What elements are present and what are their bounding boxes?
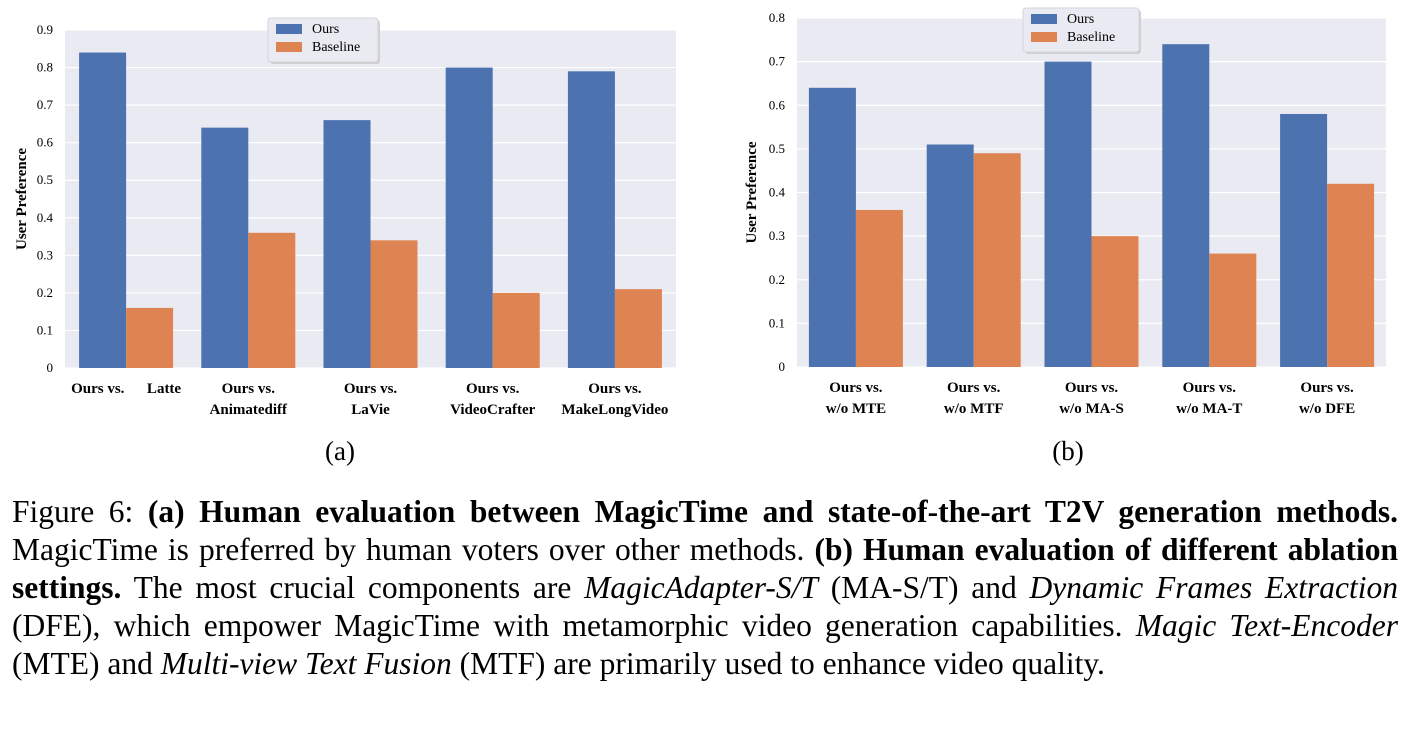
caption-a-title: (a) Human evaluation between MagicTime a… (147, 494, 1398, 529)
chart-a-legend-swatch-ours (276, 24, 302, 34)
chart-b-ytick-label: 0.2 (769, 272, 785, 287)
chart-b-bar-baseline-2 (1091, 236, 1139, 367)
chart-b-xtick-label-0: Ours vs. (829, 380, 883, 396)
chart-a-legend: Ours Baseline (267, 17, 380, 64)
caption-abbr-dfe: (DFE), which empower MagicTime with meta… (12, 608, 1123, 643)
chart-a-bar-baseline-2 (370, 240, 418, 368)
chart-a-xtick-label-1: Ours vs. (222, 381, 276, 397)
chart-b-bar-baseline-1 (973, 153, 1021, 367)
chart-a-bar-ours-2 (323, 120, 371, 368)
caption-figure-label: Figure 6: (12, 494, 134, 529)
chart-a-ytick-label: 0.7 (37, 97, 54, 112)
chart-a-ytick-label: 0.6 (37, 135, 54, 150)
panel-label-a: (a) (325, 436, 355, 466)
caption-abbr-mast: (MA-S/T) and (830, 570, 1017, 605)
chart-b-ytick-label: 0.1 (769, 315, 785, 330)
chart-a-ytick-label: 0.5 (37, 172, 53, 187)
chart-b-legend-label-ours: Ours (1067, 12, 1094, 27)
chart-a-bar-baseline-0 (126, 307, 174, 368)
chart-b-xtick-label-2: Ours vs. (1065, 380, 1119, 396)
chart-b-bar-ours-0 (808, 87, 856, 368)
chart-b-xtick-label-0: w/o MTE (826, 401, 886, 417)
caption-b-title: (b) Human evaluation of different ablati… (12, 532, 1399, 605)
chart-b-legend-swatch-baseline (1031, 32, 1057, 42)
chart-b-legend-label-baseline: Baseline (1067, 30, 1115, 45)
chart-b-ytick-label: 0.6 (769, 97, 786, 112)
chart-b-xtick-label-3: Ours vs. (1183, 380, 1237, 396)
chart-b-xtick-label-3: w/o MA-T (1176, 401, 1242, 417)
chart-a-xtick-label-3: Ours vs. (466, 381, 520, 397)
chart-b-bar-baseline-4 (1327, 183, 1375, 367)
chart-a-ylabel: User Preference (14, 148, 30, 250)
caption-term-dfe: Dynamic Frames Extraction (1029, 570, 1398, 605)
chart-a-xtick-label-3: VideoCrafter (450, 402, 536, 418)
chart-b-ytick-label: 0 (779, 359, 786, 374)
chart-a-svg: 0 0.1 0.2 0.3 0.4 0.5 0.6 0.7 0.8 0.9 User Prefere… (14, 17, 676, 418)
chart-b-bar-ours-3 (1162, 44, 1210, 368)
caption-term-mte: Magic Text-Encoder (1135, 608, 1398, 643)
chart-b-ytick-label: 0.7 (769, 54, 786, 69)
chart-a-ytick-label: 0.8 (37, 60, 53, 75)
caption-a-text: MagicTime is preferred by human voters o… (12, 532, 805, 567)
chart-a-ytick-label: 0.4 (37, 210, 54, 225)
chart-a-bar-baseline-4 (614, 289, 662, 368)
caption-abbr-mtf: (MTF) are primarily used to enhance vide… (459, 646, 1105, 681)
chart-a-xtick-label-4: Ours vs. (588, 381, 642, 397)
caption-term-mtf: Multi-view Text Fusion (160, 646, 452, 681)
chart-a-bar-ours-0 (79, 52, 127, 369)
chart-b-xtick-label-1: w/o MTF (944, 401, 1004, 417)
chart-a: 0 0.1 0.2 0.3 0.4 0.5 0.6 0.7 0.8 0.9 User Prefere… (0, 0, 700, 430)
chart-a-ytick-label: 0.3 (37, 247, 53, 262)
chart-b-ytick-label: 0.3 (769, 228, 785, 243)
chart-a-xtick-label-2: LaVie (351, 402, 390, 418)
chart-b-xtick-label-2: w/o MA-S (1059, 401, 1124, 417)
panel-label-b: (b) (1052, 436, 1084, 466)
chart-a-ytick-label: 0.2 (37, 285, 53, 300)
chart-b-xtick-label-4: Ours vs. (1300, 380, 1354, 396)
caption-term-mast: MagicAdapter-S/T (584, 570, 818, 605)
chart-a-bar-ours-1 (201, 127, 249, 369)
chart-b-bar-ours-1 (926, 144, 974, 367)
chart-b-ytick-label: 0.8 (769, 10, 785, 25)
chart-b-xtick-label-4: w/o DFE (1299, 401, 1355, 417)
chart-b-ylabel: User Preference (744, 141, 760, 243)
chart-a-ytick-label: 0.1 (37, 322, 53, 337)
chart-a-legend-swatch-baseline (276, 42, 302, 52)
chart-b-legend: Ours Baseline (1022, 7, 1141, 54)
chart-b-bar-baseline-3 (1209, 253, 1257, 367)
chart-b-bar-ours-4 (1280, 113, 1328, 367)
chart-b-ytick-label: 0.4 (769, 185, 786, 200)
chart-a-bar-baseline-1 (248, 232, 296, 368)
chart-b-xtick-label-1: Ours vs. (947, 380, 1001, 396)
figure-caption: Figure 6: (a) Human evaluation between M… (12, 493, 1398, 683)
chart-a-ytick-label: 0 (47, 360, 54, 375)
chart-a-xtick-label-0: Ours vs. Latte (71, 381, 181, 397)
caption-b-text: The most crucial components are (133, 570, 572, 605)
chart-a-ytick-label: 0.9 (37, 22, 53, 37)
chart-a-legend-label-baseline: Baseline (312, 40, 360, 55)
chart-a-xtick-label-2: Ours vs. (344, 381, 398, 397)
chart-a-legend-label-ours: Ours (312, 22, 339, 37)
chart-b-legend-swatch-ours (1031, 14, 1057, 24)
chart-b-bar-baseline-0 (855, 209, 903, 367)
chart-b-ytick-label: 0.5 (769, 141, 785, 156)
chart-b-bar-ours-2 (1044, 61, 1092, 367)
chart-a-bar-baseline-3 (492, 292, 540, 368)
chart-a-bar-ours-3 (445, 67, 493, 369)
chart-a-xtick-label-4: MakeLongVideo (561, 402, 668, 418)
caption-abbr-mte: (MTE) and (12, 646, 153, 681)
chart-a-xtick-label-1: Animatediff (210, 402, 288, 418)
chart-a-bar-ours-4 (567, 71, 615, 369)
chart-b: 0 0.1 0.2 0.3 0.4 0.5 0.6 0.7 0.8 User Preference… (725, 0, 1414, 430)
chart-b-svg: 0 0.1 0.2 0.3 0.4 0.5 0.6 0.7 0.8 User Preference… (744, 7, 1386, 417)
